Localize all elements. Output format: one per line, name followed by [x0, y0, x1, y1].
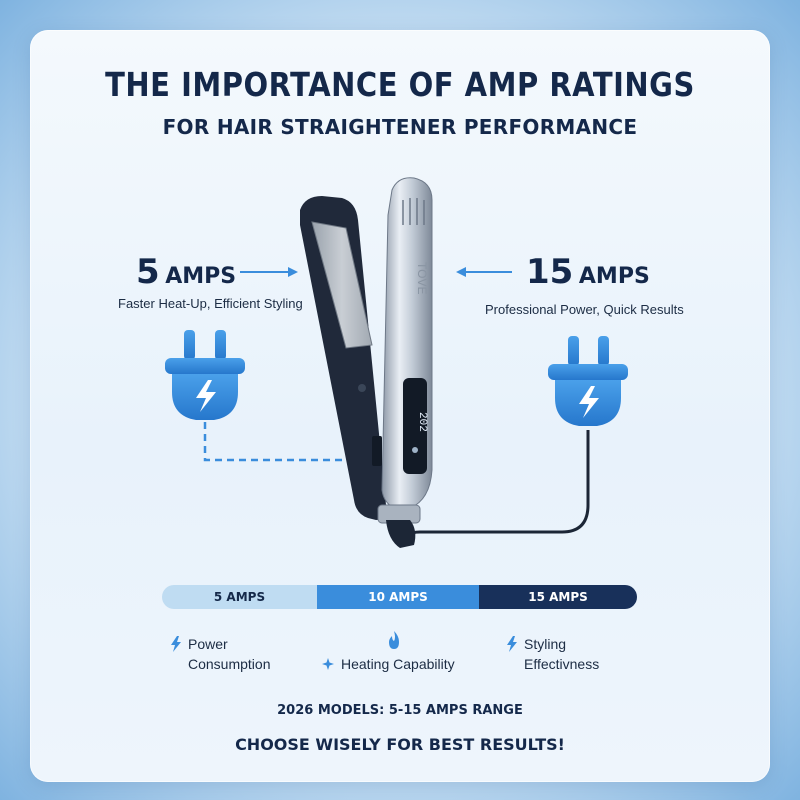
left-amp-unit: AMPS [165, 264, 237, 289]
right-amp-description: Professional Power, Quick Results [485, 302, 684, 317]
straightener-right-arm: TOVE 202 [381, 177, 433, 511]
dashed-cord [203, 422, 360, 462]
right-amp-rating: 15 AMPS [526, 252, 650, 292]
feature-label: Styling [524, 636, 567, 652]
page-title: THE IMPORTANCE OF AMP RATINGS [105, 65, 695, 105]
feature-styling-effectiveness: Styling Effectivness [524, 634, 599, 674]
feature-label: Effectivness [524, 656, 600, 672]
brand-mark: TOVE [415, 262, 429, 294]
arrow-right-to-device [456, 267, 512, 277]
lightning-icon [507, 636, 517, 652]
left-amp-rating: 5 AMPS [136, 252, 236, 292]
scale-segment-10-amps: 10 AMPS [317, 585, 479, 609]
right-amp-unit: AMPS [578, 264, 650, 289]
plug-icon [165, 330, 245, 420]
scale-segment-5-amps: 5 AMPS [162, 585, 317, 609]
feature-heating-capability: Heating Capability [341, 656, 455, 672]
models-range-text: 2026 MODELS: 5-15 AMPS RANGE [277, 703, 523, 718]
left-amp-description: Faster Heat-Up, Efficient Styling [118, 296, 303, 311]
scale-segment-15-amps: 15 AMPS [479, 585, 637, 609]
call-to-action: CHOOSE WISELY FOR BEST RESULTS! [235, 735, 565, 754]
temperature-display: 202 [416, 412, 428, 432]
feature-label: Power [188, 636, 228, 652]
amp-scale-bar: 5 AMPS 10 AMPS 15 AMPS [162, 585, 637, 609]
straightener-hinge [377, 504, 421, 548]
left-amp-number: 5 [136, 252, 160, 292]
arrow-left-to-device [240, 267, 298, 277]
lightning-icon [171, 636, 181, 652]
flame-icon [389, 631, 399, 649]
right-amp-number: 15 [526, 252, 574, 292]
plug-icon [548, 336, 628, 426]
page-subtitle: FOR HAIR STRAIGHTENER PERFORMANCE [162, 115, 638, 139]
sparkle-icon [322, 658, 334, 670]
feature-label: Consumption [188, 656, 271, 672]
feature-power-consumption: Power Consumption [188, 634, 271, 674]
straightener-left-arm [300, 196, 386, 520]
